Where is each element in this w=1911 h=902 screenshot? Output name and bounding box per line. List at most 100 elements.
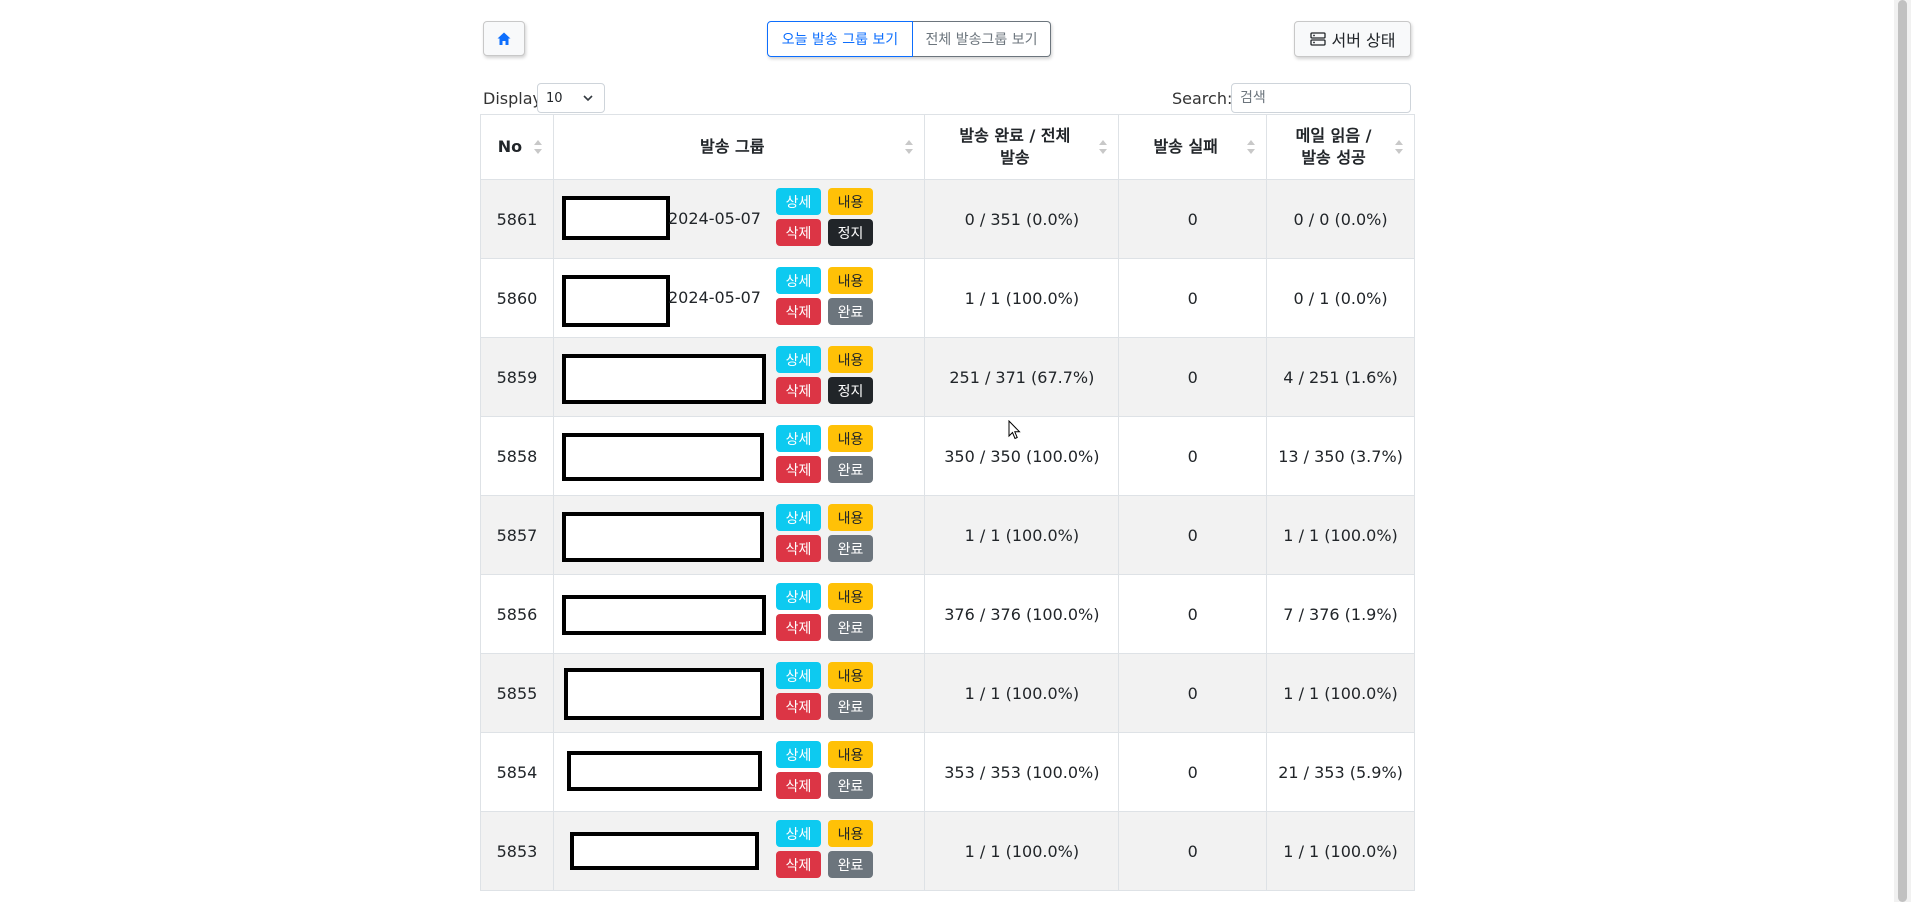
sort-icon [1099, 140, 1108, 154]
detail-button[interactable]: 상세 [775, 820, 821, 847]
header-failed[interactable]: 발송 실패 [1118, 114, 1268, 180]
detail-button[interactable]: 상세 [775, 425, 821, 452]
content-button[interactable]: 내용 [827, 504, 873, 531]
redacted-group-name [561, 354, 766, 404]
group-view-toggle: 오늘 발송 그룹 보기 전체 발송그룹 보기 [767, 21, 1051, 57]
home-icon [497, 32, 511, 45]
delete-button[interactable]: 삭제 [775, 772, 821, 799]
cell-group: 상세 내용 삭제 완료 [552, 495, 926, 575]
cell-sent: 353 / 353 (100.0%) [924, 732, 1120, 812]
cell-read: 21 / 353 (5.9%) [1266, 732, 1415, 812]
done-button[interactable]: 완료 [827, 614, 873, 641]
delete-button[interactable]: 삭제 [775, 851, 821, 878]
table-row: 5853 상세 내용 삭제 완료 1 / 1 (100.0%) 0 1 / 1 … [480, 811, 1415, 891]
display-count-select[interactable]: 10 [537, 83, 605, 113]
all-groups-button[interactable]: 전체 발송그룹 보기 [913, 21, 1051, 57]
detail-button[interactable]: 상세 [775, 188, 821, 215]
delete-button[interactable]: 삭제 [775, 298, 821, 325]
sort-icon [1247, 140, 1256, 154]
table-row: 5861 2024-05-07 상세 내용 삭제 정지 0 / 351 (0.0… [480, 179, 1415, 259]
header-read[interactable]: 메일 읽음 / 발송 성공 [1266, 114, 1415, 180]
done-button[interactable]: 완료 [827, 693, 873, 720]
cell-read: 1 / 1 (100.0%) [1266, 811, 1415, 891]
cell-sent: 251 / 371 (67.7%) [924, 337, 1120, 417]
delete-button[interactable]: 삭제 [775, 219, 821, 246]
redacted-group-name [566, 751, 762, 791]
cell-group: 상세 내용 삭제 완료 [552, 416, 926, 496]
redacted-group-name [569, 832, 759, 870]
content-button[interactable]: 내용 [827, 741, 873, 768]
delete-button[interactable]: 삭제 [775, 535, 821, 562]
content-button[interactable]: 내용 [827, 662, 873, 689]
done-button[interactable]: 완료 [827, 456, 873, 483]
stop-button[interactable]: 정지 [827, 377, 873, 404]
cell-sent: 1 / 1 (100.0%) [924, 258, 1120, 338]
group-date: 2024-05-07 [667, 288, 761, 307]
cell-failed: 0 [1118, 179, 1268, 259]
send-group-table: No 발송 그룹 발송 완료 / 전체 발송 발송 실패 [480, 114, 1415, 891]
sort-icon [1395, 140, 1403, 154]
content-button[interactable]: 내용 [827, 425, 873, 452]
cell-group: 2024-05-07 상세 내용 삭제 정지 [552, 179, 926, 259]
group-cell-content: 2024-05-07 상세 내용 삭제 정지 [554, 180, 924, 258]
search-label: Search: [1172, 89, 1233, 108]
content-button[interactable]: 내용 [827, 583, 873, 610]
header-sent[interactable]: 발송 완료 / 전체 발송 [924, 114, 1120, 180]
redacted-group-name [561, 275, 670, 327]
detail-button[interactable]: 상세 [775, 504, 821, 531]
cell-no: 5861 [480, 179, 554, 259]
home-button[interactable] [483, 21, 525, 56]
cell-group: 상세 내용 삭제 완료 [552, 653, 926, 733]
content-button[interactable]: 내용 [827, 267, 873, 294]
today-groups-button[interactable]: 오늘 발송 그룹 보기 [767, 21, 913, 57]
done-button[interactable]: 완료 [827, 851, 873, 878]
detail-button[interactable]: 상세 [775, 346, 821, 373]
sort-icon [533, 140, 542, 154]
content-button[interactable]: 내용 [827, 820, 873, 847]
redacted-group-name [561, 512, 764, 562]
vertical-scrollbar[interactable] [1894, 0, 1911, 902]
cell-group: 상세 내용 삭제 완료 [552, 574, 926, 654]
delete-button[interactable]: 삭제 [775, 456, 821, 483]
content-button[interactable]: 내용 [827, 188, 873, 215]
table-row: 5858 상세 내용 삭제 완료 350 / 350 (100.0%) 0 13… [480, 416, 1415, 496]
scrollbar-thumb[interactable] [1898, 0, 1907, 902]
table-row: 5859 상세 내용 삭제 정지 251 / 371 (67.7%) 0 4 /… [480, 337, 1415, 417]
header-failed-label: 발송 실패 [1153, 137, 1218, 156]
cell-sent: 350 / 350 (100.0%) [924, 416, 1120, 496]
group-cell-content: 2024-05-07 상세 내용 삭제 완료 [554, 259, 924, 337]
cell-no: 5854 [480, 732, 554, 812]
cell-no: 5860 [480, 258, 554, 338]
header-read-label-line2: 발송 성공 [1301, 148, 1366, 167]
cell-group: 상세 내용 삭제 완료 [552, 811, 926, 891]
redacted-group-name [561, 196, 670, 240]
detail-button[interactable]: 상세 [775, 583, 821, 610]
server-status-button[interactable]: 서버 상태 [1294, 21, 1411, 57]
sort-icon [905, 140, 914, 154]
done-button[interactable]: 완료 [827, 772, 873, 799]
header-read-label-line1: 메일 읽음 / [1295, 126, 1372, 145]
delete-button[interactable]: 삭제 [775, 614, 821, 641]
table-row: 5855 상세 내용 삭제 완료 1 / 1 (100.0%) 0 1 / 1 … [480, 653, 1415, 733]
done-button[interactable]: 완료 [827, 298, 873, 325]
content-button[interactable]: 내용 [827, 346, 873, 373]
cell-no: 5856 [480, 574, 554, 654]
group-cell-content: 상세 내용 삭제 완료 [554, 812, 924, 890]
delete-button[interactable]: 삭제 [775, 693, 821, 720]
cell-no: 5855 [480, 653, 554, 733]
search-input[interactable] [1231, 83, 1411, 113]
header-group[interactable]: 발송 그룹 [552, 114, 926, 180]
cell-read: 0 / 0 (0.0%) [1266, 179, 1415, 259]
detail-button[interactable]: 상세 [775, 267, 821, 294]
delete-button[interactable]: 삭제 [775, 377, 821, 404]
header-group-label: 발송 그룹 [699, 137, 765, 156]
detail-button[interactable]: 상세 [775, 662, 821, 689]
done-button[interactable]: 완료 [827, 535, 873, 562]
detail-button[interactable]: 상세 [775, 741, 821, 768]
redacted-group-name [561, 595, 766, 635]
cell-read: 7 / 376 (1.9%) [1266, 574, 1415, 654]
stop-button[interactable]: 정지 [827, 219, 873, 246]
chevron-down-icon [583, 95, 593, 102]
cell-failed: 0 [1118, 811, 1268, 891]
header-no[interactable]: No [480, 114, 554, 180]
